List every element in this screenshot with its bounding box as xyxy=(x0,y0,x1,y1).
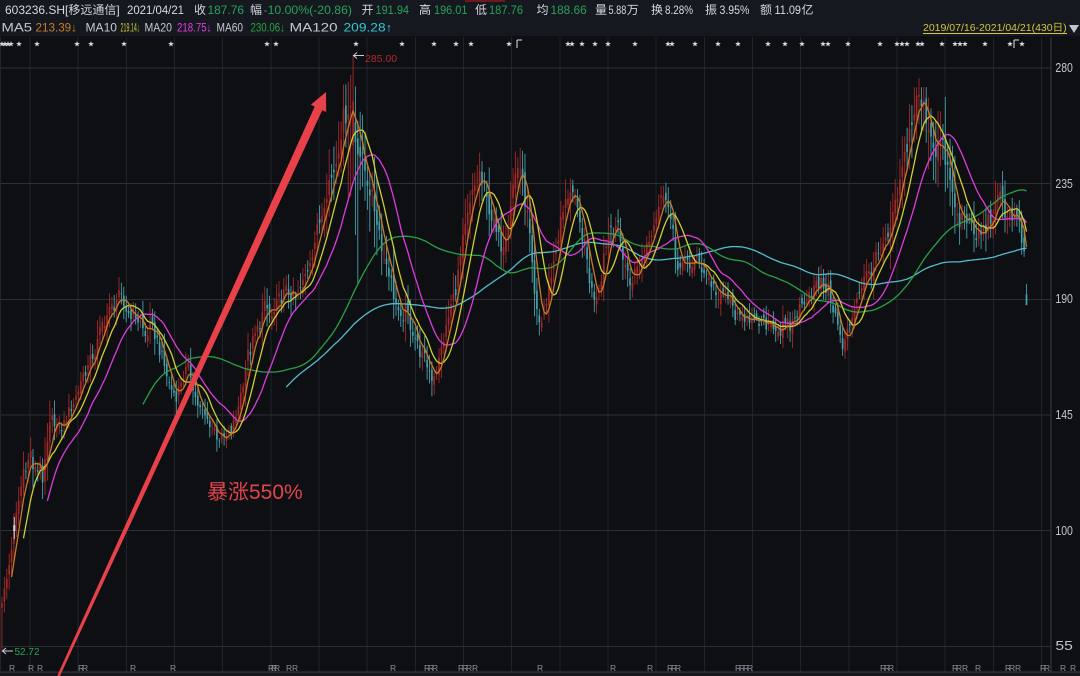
svg-text:R: R xyxy=(1040,663,1046,673)
svg-text:-10.00%(-20.86): -10.00%(-20.86) xyxy=(264,3,353,17)
svg-text:R: R xyxy=(1060,663,1066,673)
svg-text:603236.SH[: 603236.SH[ xyxy=(5,3,69,17)
svg-text:R: R xyxy=(647,663,653,673)
svg-text:R: R xyxy=(268,663,274,673)
svg-text:209.28↑: 209.28↑ xyxy=(344,21,393,35)
svg-text:218.75↓: 218.75↓ xyxy=(177,21,212,35)
svg-text:R: R xyxy=(424,663,430,673)
svg-text:R: R xyxy=(1070,663,1076,673)
svg-text:R: R xyxy=(743,663,749,673)
svg-text:]: ] xyxy=(116,3,119,17)
svg-text:187.76: 187.76 xyxy=(208,3,245,17)
svg-text:R: R xyxy=(271,663,277,673)
svg-text:5.88: 5.88 xyxy=(609,3,627,17)
svg-text:R: R xyxy=(428,663,434,673)
svg-text:R: R xyxy=(28,663,34,673)
svg-text:R: R xyxy=(671,663,677,673)
svg-text:190: 190 xyxy=(1055,292,1073,306)
svg-text:11.09: 11.09 xyxy=(775,3,802,17)
svg-text:R: R xyxy=(9,663,15,673)
svg-text:R: R xyxy=(735,663,741,673)
svg-text:R: R xyxy=(472,663,478,673)
svg-text:R: R xyxy=(880,663,886,673)
svg-text:2019/07/16-2021/04/21(430: 2019/07/16-2021/04/21(430 xyxy=(923,22,1053,34)
svg-text:): ) xyxy=(1063,22,1067,34)
svg-text:R: R xyxy=(1044,663,1050,673)
svg-text:MA10: MA10 xyxy=(86,21,118,35)
svg-text:8.28%: 8.28% xyxy=(665,3,693,17)
svg-text:R: R xyxy=(286,663,292,673)
svg-text:R: R xyxy=(739,663,745,673)
svg-text:R: R xyxy=(884,663,890,673)
svg-text:R: R xyxy=(1005,663,1011,673)
svg-text:187.76: 187.76 xyxy=(489,3,523,17)
svg-text:213.39↓: 213.39↓ xyxy=(36,21,78,35)
svg-text:100: 100 xyxy=(1055,524,1073,538)
svg-text:R: R xyxy=(462,663,468,673)
svg-text:R: R xyxy=(170,663,176,673)
svg-text:145: 145 xyxy=(1055,408,1073,422)
svg-text:188.66: 188.66 xyxy=(551,3,588,17)
svg-text:MA20: MA20 xyxy=(145,21,173,35)
svg-text:R: R xyxy=(1009,663,1015,673)
svg-text:R: R xyxy=(888,663,894,673)
svg-text:R: R xyxy=(962,663,968,673)
svg-text:R: R xyxy=(292,663,298,673)
svg-text:R: R xyxy=(458,663,464,673)
svg-text:R: R xyxy=(1015,663,1021,673)
svg-text:R: R xyxy=(466,663,472,673)
svg-text:285.00: 285.00 xyxy=(365,53,397,65)
svg-text:R: R xyxy=(747,663,753,673)
svg-text:R: R xyxy=(667,663,673,673)
svg-text:R: R xyxy=(390,663,396,673)
svg-text:196.01: 196.01 xyxy=(434,3,468,17)
svg-text:550%: 550% xyxy=(249,481,303,504)
svg-text:R: R xyxy=(82,663,88,673)
svg-text:MA120: MA120 xyxy=(290,21,338,35)
svg-text:219.14↓: 219.14↓ xyxy=(121,21,140,35)
svg-text:R: R xyxy=(956,663,962,673)
svg-text:R: R xyxy=(675,663,681,673)
svg-text:R: R xyxy=(130,663,136,673)
svg-text:R: R xyxy=(537,663,543,673)
svg-text:R: R xyxy=(432,663,438,673)
svg-text:R: R xyxy=(952,663,958,673)
svg-text:52.72: 52.72 xyxy=(15,647,40,658)
svg-text:R: R xyxy=(975,663,981,673)
svg-text:MA60: MA60 xyxy=(217,21,244,35)
svg-text:MA5: MA5 xyxy=(2,21,33,35)
svg-text:2021/04/21: 2021/04/21 xyxy=(127,3,184,17)
svg-text:R: R xyxy=(274,663,280,673)
svg-text:230.06↓: 230.06↓ xyxy=(251,21,286,35)
svg-text:3.95%: 3.95% xyxy=(720,3,750,17)
svg-text:R: R xyxy=(610,663,616,673)
svg-text:235: 235 xyxy=(1055,177,1073,191)
svg-text:R: R xyxy=(37,663,43,673)
svg-text:55: 55 xyxy=(1055,639,1073,653)
svg-text:R: R xyxy=(78,663,84,673)
svg-text:191.94: 191.94 xyxy=(376,3,410,17)
svg-text:280: 280 xyxy=(1055,61,1073,75)
